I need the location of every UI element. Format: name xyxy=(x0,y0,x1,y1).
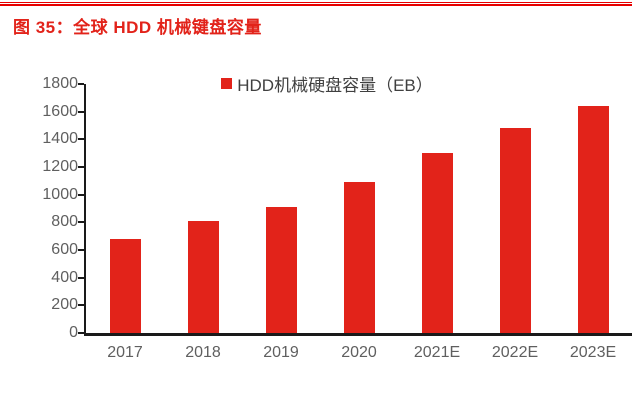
y-axis-tick-label: 1200 xyxy=(42,158,78,175)
y-axis-tick-mark xyxy=(78,276,84,279)
bar-2017 xyxy=(109,238,141,333)
y-axis-tick-label: 600 xyxy=(51,241,78,258)
plot-area: 0 200 400 600 800 1000 1200 1400 1600 1800 2017 201… xyxy=(42,75,632,361)
y-axis-tick-label: 1600 xyxy=(42,102,78,120)
bar-2020 xyxy=(343,182,375,333)
y-axis-tick-label: 1000 xyxy=(42,185,78,203)
top-rule-thin xyxy=(0,2,632,3)
y-axis-tick-label: 200 xyxy=(51,296,78,314)
y-axis-tick-label: 1800 xyxy=(42,75,78,92)
bar-2018 xyxy=(187,220,219,333)
y-axis-tick-label: 800 xyxy=(51,213,78,231)
y-axis-tick-mark xyxy=(78,83,84,85)
x-axis-label-2021E: 2021E xyxy=(413,344,461,361)
bar-2023E xyxy=(577,106,609,333)
legend-swatch-icon xyxy=(221,78,233,89)
figure-title: 图 35：全球 HDD 机械键盘容量 xyxy=(13,18,262,37)
x-axis-label-2020: 2020 xyxy=(341,344,377,361)
y-axis-tick-label: 400 xyxy=(51,268,78,286)
y-axis-tick-mark xyxy=(78,110,84,113)
top-rule-thick xyxy=(0,4,632,6)
y-axis-tick-mark xyxy=(78,138,84,141)
y-axis-tick-mark xyxy=(78,304,84,307)
bar-2021E xyxy=(421,153,453,333)
x-axis-label-2022E: 2022E xyxy=(491,344,539,361)
y-axis-tick-mark xyxy=(78,221,84,224)
x-axis-label-2018: 2018 xyxy=(185,344,221,361)
y-axis-tick-mark xyxy=(78,166,84,168)
y-axis-tick-mark xyxy=(78,249,84,251)
y-axis-tick-label: 0 xyxy=(69,324,78,341)
y-axis-tick-mark xyxy=(78,193,84,196)
y-axis-tick-mark xyxy=(78,332,84,334)
bar-2019 xyxy=(265,207,297,333)
x-axis-label-2019: 2019 xyxy=(263,344,299,361)
legend-label: HDD机械硬盘容量（EB） xyxy=(237,76,433,95)
x-axis-label-2023E: 2023E xyxy=(569,344,617,361)
bar-2022E xyxy=(499,128,531,333)
chart-legend: HDD机械硬盘容量（EB） xyxy=(11,71,632,96)
y-axis-tick-label: 1400 xyxy=(42,130,78,148)
x-axis-label-2017: 2017 xyxy=(107,344,143,361)
